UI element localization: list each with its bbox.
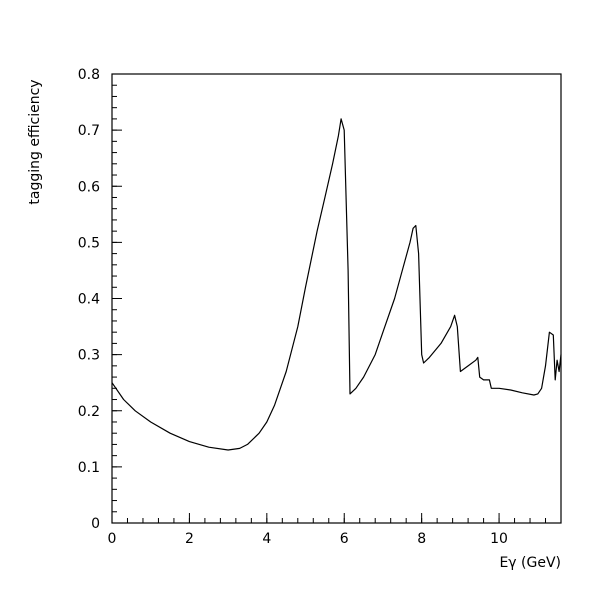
- y-tick-label: 0: [91, 516, 100, 532]
- ticks-layer: [111, 73, 562, 524]
- x-axis-title: Eγ (GeV): [499, 555, 561, 571]
- plot-frame: [111, 73, 562, 524]
- y-tick-label: 0.4: [78, 292, 100, 308]
- y-tick-label: 0.6: [78, 179, 100, 195]
- y-tick-label: 0.5: [78, 235, 100, 251]
- series-layer: [111, 118, 562, 451]
- x-tick-label: 2: [185, 531, 194, 547]
- tick-labels-layer: 0 2 4 6 8 10 0 0.1 0.2 0.3 0.4 0.5 0.6 0.7 0.8: [78, 67, 508, 547]
- x-tick-label: 6: [340, 531, 349, 547]
- y-tick-label: 0.7: [78, 123, 100, 139]
- y-tick-label: 0.1: [78, 460, 100, 476]
- x-tick-label: 0: [108, 531, 117, 547]
- y-tick-label: 0.8: [78, 67, 100, 83]
- x-tick-label: 4: [262, 531, 271, 547]
- efficiency-curve: [111, 118, 562, 451]
- y-tick-label: 0.2: [78, 404, 100, 420]
- y-tick-label: 0.3: [78, 348, 100, 364]
- y-axis-title: tagging efficiency: [27, 79, 43, 204]
- x-tick-label: 8: [417, 531, 426, 547]
- plot-frame-layer: [111, 73, 562, 524]
- x-tick-label: 10: [490, 531, 508, 547]
